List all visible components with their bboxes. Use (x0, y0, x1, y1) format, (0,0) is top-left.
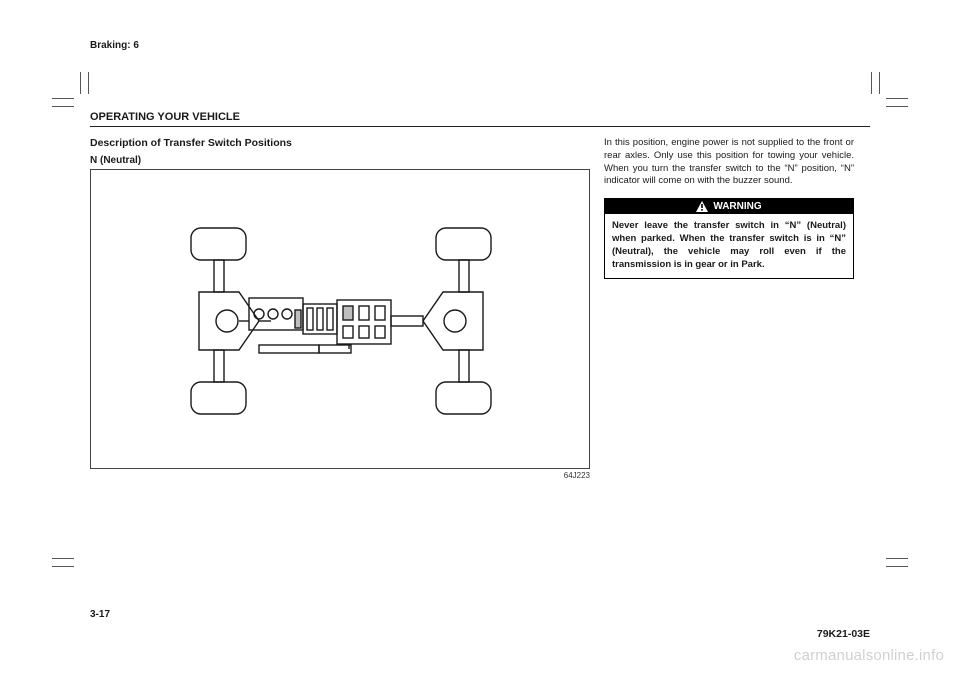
drivetrain-diagram (90, 169, 590, 469)
crop-tick (886, 98, 908, 99)
crop-tick (52, 566, 74, 567)
crop-tick (52, 98, 74, 99)
crop-tick (886, 106, 908, 107)
doc-code: 79K21-03E (817, 628, 870, 640)
subheading-description: Description of Transfer Switch Positions (90, 137, 590, 149)
crop-tick (52, 558, 74, 559)
warning-text: Never leave the transfer switch in “N” (… (605, 214, 853, 277)
crop-tick (52, 106, 74, 107)
crop-tick (886, 566, 908, 567)
watermark: carmanualsonline.info (794, 647, 944, 664)
divider (90, 126, 870, 127)
crop-tick (871, 72, 872, 94)
warning-icon (696, 201, 708, 212)
warning-box: WARNING Never leave the transfer switch … (604, 198, 854, 278)
crop-tick (886, 558, 908, 559)
crop-tick (88, 72, 89, 94)
breadcrumb: Braking: 6 (90, 40, 870, 51)
crop-tick (879, 72, 880, 94)
body-paragraph: In this position, engine power is not su… (604, 137, 854, 188)
left-column: Description of Transfer Switch Positions… (90, 137, 590, 480)
warning-header: WARNING (605, 199, 853, 214)
right-column: In this position, engine power is not su… (604, 137, 854, 480)
page-number: 3-17 (90, 609, 110, 620)
crop-tick (80, 72, 81, 94)
subheading-mode: N (Neutral) (90, 155, 590, 166)
figure-id: 64J223 (90, 471, 590, 480)
warning-label: WARNING (713, 201, 761, 212)
section-title: OPERATING YOUR VEHICLE (90, 111, 870, 123)
